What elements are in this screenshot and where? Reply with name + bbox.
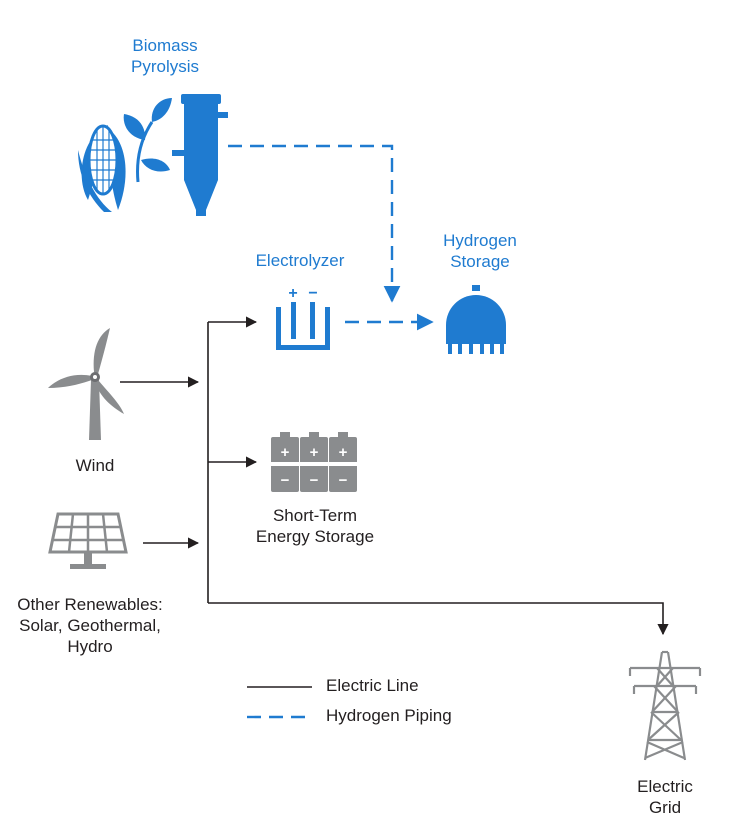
electric-grid-label: Electric Grid [637, 777, 693, 817]
hydrogen-tank-icon [446, 285, 506, 354]
hydrogen-storage-label: Hydrogen Storage [443, 231, 517, 271]
hydrogen-piping [228, 144, 434, 331]
solar-panel-icon [48, 512, 128, 569]
corn-plant-icon [78, 98, 172, 212]
electrolyzer-plus-sign: + [288, 285, 297, 302]
pyrolysis-to-storage-pipe [228, 144, 401, 303]
battery-icon [329, 432, 357, 492]
bus-to-grid-line [208, 602, 669, 636]
battery-minus-sign: − [339, 472, 348, 489]
electric-lines [120, 316, 669, 636]
electrolyzer-label: Electrolyzer [255, 251, 345, 270]
battery-icon [300, 432, 328, 492]
other-renewables-label: Other Renewables: Solar, Geothermal, Hyd… [17, 595, 163, 656]
pyrolysis-reactor-icon [172, 94, 228, 216]
transmission-tower-icon [628, 650, 702, 761]
electrolyzer-minus-sign: − [308, 285, 317, 302]
biomass-pyrolysis-label: Biomass Pyrolysis [130, 36, 199, 76]
wind-turbine-icon [48, 328, 124, 440]
battery-minus-sign: − [310, 472, 319, 489]
legend-electric-line-label: Electric Line [326, 676, 419, 695]
legend-hydrogen-piping-label: Hydrogen Piping [326, 706, 452, 725]
battery-plus-sign: + [281, 444, 290, 461]
electrolyzer-icon [276, 302, 330, 350]
battery-icon [271, 432, 299, 492]
battery-plus-sign: + [339, 444, 348, 461]
short-term-energy-storage-label: Short-Term Energy Storage [255, 506, 375, 546]
battery-plus-sign: + [310, 444, 319, 461]
battery-minus-sign: − [281, 472, 290, 489]
wind-label: Wind [75, 456, 115, 475]
